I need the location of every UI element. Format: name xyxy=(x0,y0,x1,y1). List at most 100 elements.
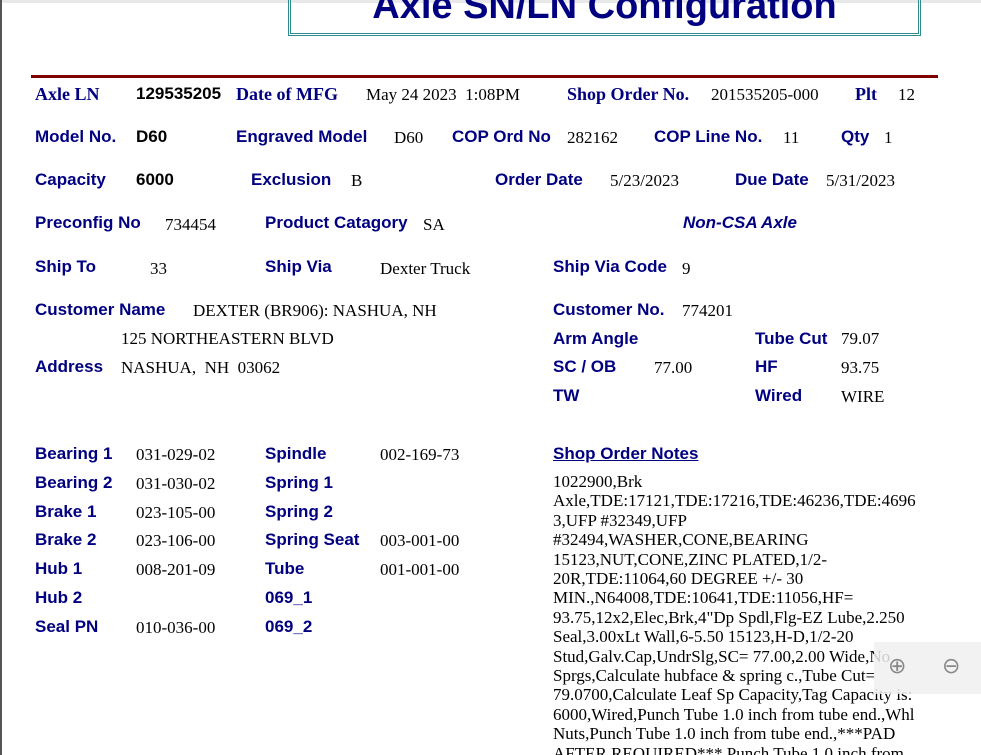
order-date-value: 5/23/2023 xyxy=(610,171,679,190)
part-value: 031-030-02 xyxy=(136,473,216,493)
cop-line-label: COP Line No. xyxy=(654,127,763,146)
part-label: Brake 2 xyxy=(35,530,97,550)
notes-line: Axle,TDE:17121,TDE:17216,TDE:46236,TDE:4… xyxy=(553,491,916,511)
part-label: Spring Seat xyxy=(265,530,360,550)
address-line1: 125 NORTHEASTERN BLVD xyxy=(121,329,334,348)
engraved-model-label: Engraved Model xyxy=(236,127,368,146)
capacity-label: Capacity xyxy=(35,170,106,189)
notes-line: Nuts,Punch Tube 1.0 inch from tube end.,… xyxy=(553,724,896,744)
customer-name-value: DEXTER (BR906): NASHUA, NH xyxy=(193,301,437,320)
ship-via-code-label: Ship Via Code xyxy=(553,257,667,276)
part-label: Tube xyxy=(265,559,305,579)
ship-to-label: Ship To xyxy=(35,257,97,276)
ship-to-value: 33 xyxy=(150,259,167,278)
tw-label: TW xyxy=(553,386,580,405)
part-label: Spring 1 xyxy=(265,472,334,492)
model-no-value: D60 xyxy=(136,127,168,146)
tube-cut-label: Tube Cut xyxy=(755,329,828,348)
tube-cut-value: 79.07 xyxy=(841,329,880,348)
ship-via-code-value: 9 xyxy=(682,259,691,278)
order-date-label: Order Date xyxy=(495,170,583,189)
notes-line: 93.75,12x2,Elec,Brk,4"Dp Spdl,Flg-EZ Lub… xyxy=(553,607,905,627)
notes-line: 3,UFP #32349,UFP xyxy=(553,510,687,530)
due-date-label: Due Date xyxy=(735,170,809,189)
plt-value: 12 xyxy=(898,85,915,104)
shop-order-label: Shop Order No. xyxy=(567,84,690,104)
product-category-label: Product Catagory xyxy=(265,213,408,232)
shop-order-value: 201535205-000 xyxy=(711,85,819,104)
cop-line-value: 11 xyxy=(783,128,800,147)
cop-ord-label: COP Ord No xyxy=(452,127,551,146)
part-value: 001-001-00 xyxy=(380,560,460,580)
model-no-label: Model No. xyxy=(35,127,117,146)
shop-order-notes: 1022900,Brk Axle,TDE:17121,TDE:17216,TDE:… xyxy=(553,472,943,755)
part-label: Spring 2 xyxy=(265,501,334,521)
left-border xyxy=(0,0,2,755)
part-label: Bearing 1 xyxy=(35,444,113,463)
part-label: Hub 1 xyxy=(35,559,83,579)
date-mfg-label: Date of MFG xyxy=(236,84,338,104)
part-value: 031-029-02 xyxy=(136,445,216,464)
arm-angle-label: Arm Angle xyxy=(553,329,639,348)
notes-line: 20R,TDE:11064,60 DEGREE +/- 30 xyxy=(553,569,804,589)
zoom-controls: ⊕ ⊖ xyxy=(874,642,981,694)
part-label: 069_2 xyxy=(265,616,313,636)
hf-label: HF xyxy=(755,357,778,376)
customer-no-value: 774201 xyxy=(682,301,733,320)
address-label: Address xyxy=(35,357,104,376)
capacity-value: 6000 xyxy=(136,170,174,189)
due-date-value: 5/31/2023 xyxy=(826,171,895,190)
part-label: Bearing 2 xyxy=(35,472,113,492)
cop-ord-value: 282162 xyxy=(567,128,618,147)
product-category-value: SA xyxy=(423,215,445,234)
engraved-model-value: D60 xyxy=(394,128,424,147)
wired-label: Wired xyxy=(755,386,803,405)
notes-line: #32494,WASHER,CONE,BEARING xyxy=(553,530,809,550)
shop-order-notes-heading: Shop Order Notes xyxy=(553,444,699,463)
customer-name-label: Customer Name xyxy=(35,300,166,319)
divider xyxy=(31,75,938,78)
part-label: Seal PN xyxy=(35,616,99,636)
notes-line: AFTER REQUIRED***,Punch Tube 1.0 inch fr… xyxy=(553,743,904,755)
part-value: 010-036-00 xyxy=(136,617,216,637)
notes-line: 1022900,Brk xyxy=(553,472,643,491)
zoom-in-icon[interactable]: ⊕ xyxy=(888,654,907,679)
notes-line: Seal,3.00xLt Wall,6-5.50 15123,H-D,1/2-2… xyxy=(553,627,854,647)
part-value: 002-169-73 xyxy=(380,445,460,464)
sc-ob-label: SC / OB xyxy=(553,357,617,376)
preconfig-value: 734454 xyxy=(165,215,216,234)
notes-line: MIN.,N64008,TDE:10641,TDE:11056,HF= xyxy=(553,588,854,608)
part-value: 023-106-00 xyxy=(136,531,216,551)
plt-label: Plt xyxy=(855,84,877,104)
zoom-out-icon[interactable]: ⊖ xyxy=(942,654,961,679)
ship-via-label: Ship Via xyxy=(265,257,332,276)
wired-value: WIRE xyxy=(841,387,885,406)
title-box: Axle SN/LN Configuration xyxy=(288,0,921,36)
axle-ln-label: Axle LN xyxy=(35,84,100,104)
notes-line: 15123,NUT,CONE,ZINC PLATED,1/2- xyxy=(553,549,828,569)
ship-via-value: Dexter Truck xyxy=(380,259,471,278)
hf-value: 93.75 xyxy=(841,358,880,377)
notes-line: 6000,Wired,Punch Tube 1.0 inch from tube… xyxy=(553,704,915,724)
part-label: Hub 2 xyxy=(35,588,83,607)
address-line2: NASHUA, NH 03062 xyxy=(121,358,281,377)
part-label: 069_1 xyxy=(265,588,313,607)
top-bar xyxy=(0,0,981,3)
notes-line: Stud,Galv.Cap,UndrSlg,SC= 77.00,2.00 Wid… xyxy=(553,646,891,666)
part-label: Brake 1 xyxy=(35,501,97,521)
part-value: 023-105-00 xyxy=(136,502,216,522)
part-value: 003-001-00 xyxy=(380,531,460,551)
notes-line: 79.0700,Calculate Leaf Sp Capacity,Tag C… xyxy=(553,685,913,705)
exclusion-value: B xyxy=(351,171,363,190)
part-label: Spindle xyxy=(265,444,327,463)
page-title: Axle SN/LN Configuration xyxy=(372,0,837,27)
qty-label: Qty xyxy=(841,127,870,146)
axle-ln-value: 129535205 xyxy=(136,84,222,103)
notes-line: Sprgs,Calculate hubface & spring c.,Tube… xyxy=(553,666,876,686)
customer-no-label: Customer No. xyxy=(553,300,665,319)
exclusion-label: Exclusion xyxy=(251,170,332,189)
qty-value: 1 xyxy=(884,128,893,147)
date-mfg-value: May 24 2023 1:08PM xyxy=(366,85,520,104)
csa-status: Non-CSA Axle xyxy=(683,213,797,232)
part-value: 008-201-09 xyxy=(136,560,216,580)
